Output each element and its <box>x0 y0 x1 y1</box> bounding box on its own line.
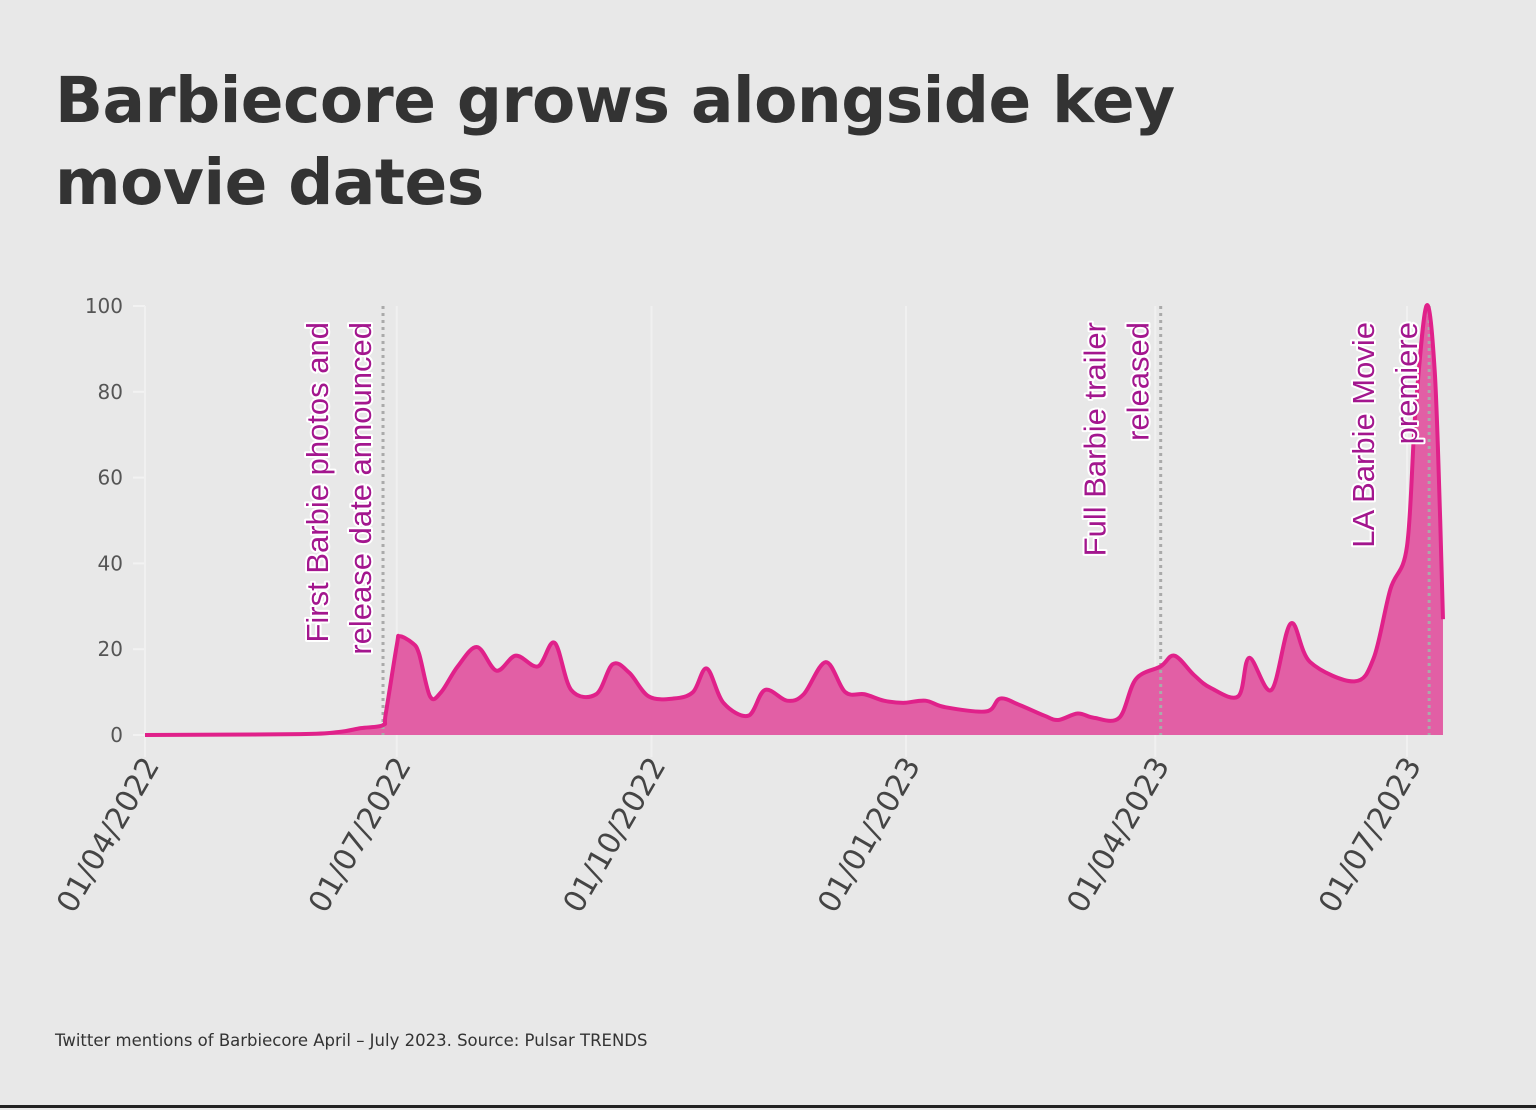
event-annotation-text: First Barbie photos and <box>300 322 335 643</box>
y-tick-label: 20 <box>98 637 123 661</box>
chart-title: Barbiecore grows alongside key movie dat… <box>55 64 1175 219</box>
event-annotation-text: Full Barbie trailer <box>1078 322 1113 556</box>
bottom-divider <box>0 1105 1536 1108</box>
chart-source-note: Twitter mentions of Barbiecore April – J… <box>55 1031 648 1050</box>
y-tick-label: 60 <box>98 466 123 490</box>
x-tick-label: 01/10/2022 <box>557 752 674 919</box>
event-annotation-text: release date announced <box>343 322 378 655</box>
x-tick-label: 01/04/2023 <box>1060 752 1177 919</box>
y-tick-label: 0 <box>110 723 123 747</box>
series-line <box>144 303 1445 737</box>
x-tick-label: 01/07/2023 <box>1312 752 1429 919</box>
area-fill <box>145 305 1443 735</box>
event-annotation-text: released <box>1121 322 1156 441</box>
y-tick-label: 100 <box>85 294 123 318</box>
x-tick-label: 01/07/2022 <box>302 752 419 919</box>
y-tick-label: 80 <box>98 380 123 404</box>
event-annotation-text: premiere <box>1389 322 1424 444</box>
x-tick-label: 01/01/2023 <box>811 752 928 919</box>
event-annotation-text: LA Barbie Movie <box>1346 322 1381 548</box>
x-tick-label: 01/04/2022 <box>50 752 167 919</box>
y-tick-label: 40 <box>98 551 123 575</box>
